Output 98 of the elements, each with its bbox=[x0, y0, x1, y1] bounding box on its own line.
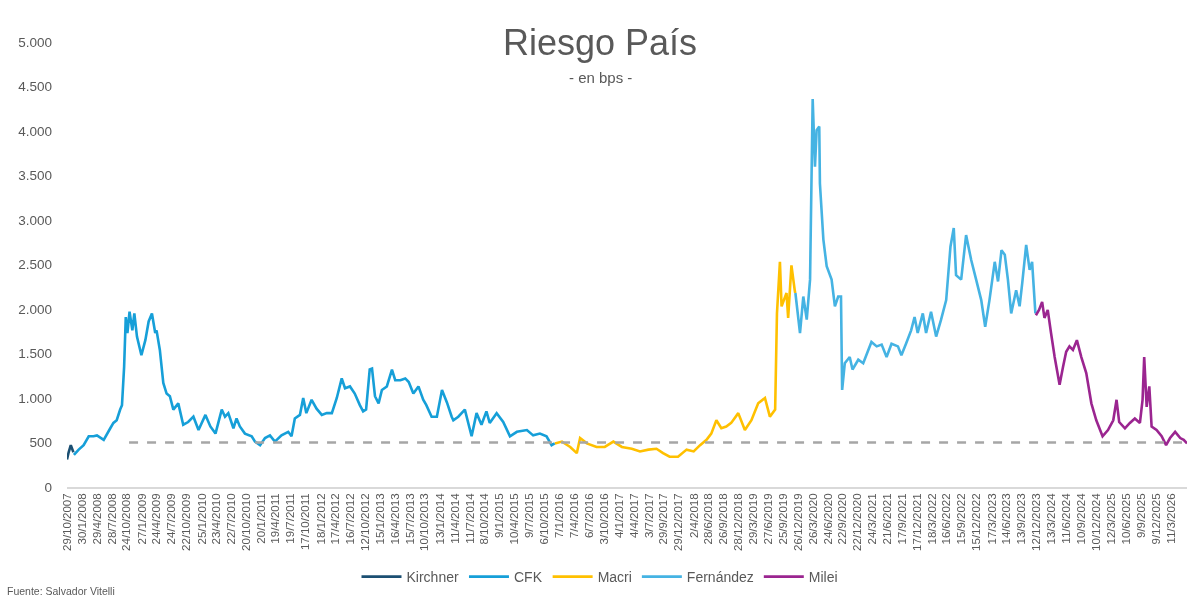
x-tick-label: 2/4/2018 bbox=[687, 493, 700, 539]
y-tick-label: 3.500 bbox=[18, 168, 52, 184]
x-tick-label: 10/6/2025 bbox=[1119, 493, 1132, 545]
line-series bbox=[794, 97, 1037, 392]
x-tick-label: 4/1/2017 bbox=[613, 493, 625, 539]
y-tick-label: 5.000 bbox=[18, 34, 52, 50]
x-tick-label: 25/9/2019 bbox=[776, 493, 789, 545]
x-tick-label: 11/7/2014 bbox=[463, 492, 476, 544]
x-tick-label: 17/10/2011 bbox=[299, 493, 312, 551]
x-tick-label: 10/9/2024 bbox=[1074, 492, 1087, 545]
x-tick-label: 28/6/2018 bbox=[701, 493, 714, 545]
y-tick-label: 0 bbox=[44, 479, 52, 495]
x-tick-label: 11/6/2024 bbox=[1059, 492, 1072, 544]
x-tick-label: 26/12/2019 bbox=[791, 493, 804, 551]
legend-label: Fernández bbox=[686, 569, 754, 586]
x-tick-label: 17/9/2021 bbox=[895, 493, 908, 545]
x-tick-label: 11/3/2026 bbox=[1164, 493, 1177, 544]
line-series bbox=[1034, 300, 1187, 447]
x-tick-label: 18/3/2022 bbox=[925, 493, 938, 545]
x-tick-label: 11/4/2014 bbox=[448, 492, 461, 544]
x-tick-label: 25/1/2010 bbox=[195, 493, 208, 545]
x-tick-label: 22/10/2009 bbox=[179, 493, 192, 551]
line-series bbox=[553, 260, 797, 459]
x-tick-label: 12/12/2023 bbox=[1029, 493, 1042, 551]
text: - en bps - bbox=[569, 69, 633, 86]
x-tick-label: 10/10/2013 bbox=[418, 493, 431, 551]
x-tick-label: 9/7/2015 bbox=[523, 493, 536, 539]
x-tick-label: 17/12/2021 bbox=[910, 493, 923, 551]
x-tick-label: 19/4/2011 bbox=[269, 493, 282, 544]
x-tick-label: 18/1/2012 bbox=[314, 493, 327, 545]
x-tick-label: 3/7/2017 bbox=[642, 493, 655, 539]
x-tick-label: 12/3/2025 bbox=[1105, 493, 1118, 545]
x-tick-label: 20/10/2010 bbox=[239, 493, 252, 551]
y-tick-label: 3.000 bbox=[18, 212, 52, 228]
x-tick-label: 24/3/2021 bbox=[866, 493, 879, 545]
x-tick-label: 28/12/2018 bbox=[732, 493, 745, 551]
legend-label: Macri bbox=[597, 569, 632, 586]
chart-title: Riesgo País bbox=[502, 21, 698, 63]
x-tick-label: 10/12/2024 bbox=[1089, 492, 1102, 551]
x-tick-label: 26/3/2020 bbox=[806, 493, 819, 545]
x-tick-label: 29/12/2017 bbox=[672, 493, 685, 551]
x-tick-label: 10/4/2015 bbox=[508, 493, 521, 545]
x-tick-label: 16/4/2013 bbox=[389, 493, 402, 545]
y-tick-label: 1.500 bbox=[18, 346, 52, 362]
x-tick-label: 14/6/2023 bbox=[1000, 493, 1013, 545]
x-tick-label: 15/1/2013 bbox=[374, 493, 387, 545]
y-tick-label: 500 bbox=[29, 435, 52, 451]
y-tick-label: 4.000 bbox=[18, 123, 52, 139]
x-tick-label: 12/10/2012 bbox=[358, 493, 371, 551]
x-tick-label: 19/7/2011 bbox=[284, 493, 297, 544]
y-tick-label: 2.500 bbox=[18, 257, 52, 273]
x-tick-label: 8/10/2014 bbox=[478, 492, 491, 545]
x-tick-label: 22/12/2020 bbox=[851, 493, 864, 551]
x-tick-label: 9/12/2025 bbox=[1149, 493, 1162, 545]
line-series bbox=[72, 310, 557, 457]
x-tick-label: 16/6/2022 bbox=[940, 493, 953, 545]
x-tick-label: 29/10/2007 bbox=[60, 493, 73, 551]
x-tick-label: 7/1/2016 bbox=[553, 493, 566, 539]
x-tick-label: 24/4/2009 bbox=[150, 493, 163, 545]
x-tick-label: 24/6/2020 bbox=[821, 493, 834, 545]
y-tick-label: 2.000 bbox=[18, 301, 52, 317]
y-tick-label: 1.000 bbox=[18, 390, 52, 406]
x-tick-label: 24/10/2008 bbox=[120, 493, 133, 551]
x-tick-label: 20/1/2011 bbox=[254, 493, 267, 544]
x-tick-label: 22/9/2020 bbox=[836, 493, 849, 545]
x-tick-label: 23/4/2010 bbox=[210, 493, 223, 545]
y-tick-label: 4.500 bbox=[18, 79, 52, 95]
x-tick-label: 29/9/2017 bbox=[657, 493, 670, 545]
x-tick-label: 9/9/2025 bbox=[1134, 493, 1147, 539]
x-tick-label: 7/4/2016 bbox=[568, 493, 581, 539]
x-tick-label: 9/1/2015 bbox=[493, 493, 506, 539]
x-tick-label: 13/9/2023 bbox=[1015, 493, 1028, 545]
legend-label: Milei bbox=[808, 569, 838, 586]
x-tick-label: 27/6/2019 bbox=[761, 493, 774, 545]
source-note: Fuente: Salvador Vitelli bbox=[7, 585, 115, 597]
legend-label: CFK bbox=[513, 569, 543, 586]
x-tick-label: 6/10/2015 bbox=[537, 493, 550, 545]
x-tick-label: 22/7/2010 bbox=[224, 493, 237, 545]
x-tick-label: 27/1/2009 bbox=[135, 493, 148, 545]
x-tick-label: 24/7/2009 bbox=[165, 493, 178, 545]
x-tick-label: 26/9/2018 bbox=[716, 493, 729, 545]
x-tick-label: 17/4/2012 bbox=[329, 493, 342, 545]
x-tick-label: 21/6/2021 bbox=[881, 493, 894, 545]
x-tick-label: 13/3/2024 bbox=[1045, 492, 1058, 545]
x-tick-label: 3/10/2016 bbox=[597, 493, 610, 545]
x-tick-label: 15/12/2022 bbox=[970, 493, 983, 551]
x-tick-label: 13/1/2014 bbox=[434, 492, 447, 545]
x-tick-label: 15/7/2013 bbox=[404, 493, 417, 545]
x-tick-label: 29/4/2008 bbox=[90, 493, 103, 545]
x-tick-label: 28/7/2008 bbox=[105, 493, 118, 545]
x-tick-label: 29/3/2019 bbox=[747, 493, 759, 545]
x-tick-label: 6/7/2016 bbox=[583, 493, 596, 539]
x-tick-label: 4/4/2017 bbox=[627, 493, 640, 539]
x-tick-label: 16/7/2012 bbox=[344, 493, 357, 545]
x-tick-label: 15/9/2022 bbox=[955, 493, 968, 545]
legend-label: Kirchner bbox=[406, 569, 459, 586]
x-tick-label: 17/3/2023 bbox=[985, 493, 998, 545]
x-tick-label: 30/1/2008 bbox=[76, 493, 89, 545]
